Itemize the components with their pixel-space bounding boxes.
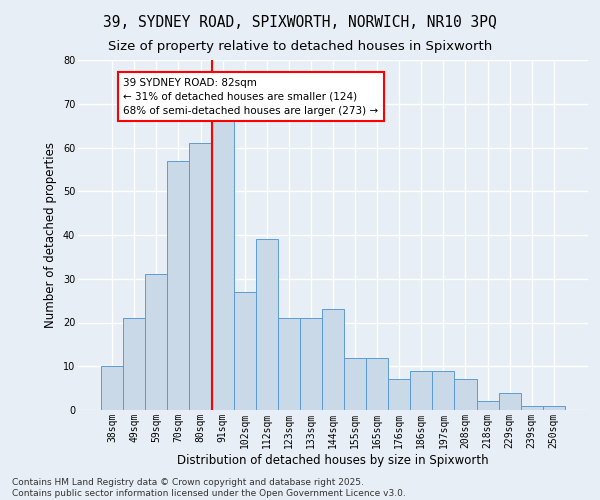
- X-axis label: Distribution of detached houses by size in Spixworth: Distribution of detached houses by size …: [177, 454, 489, 466]
- Bar: [300, 318, 322, 410]
- Bar: [476, 401, 499, 410]
- Bar: [256, 240, 278, 410]
- Text: 39 SYDNEY ROAD: 82sqm
← 31% of detached houses are smaller (124)
68% of semi-det: 39 SYDNEY ROAD: 82sqm ← 31% of detached …: [123, 78, 379, 116]
- Bar: [278, 318, 300, 410]
- Bar: [388, 380, 410, 410]
- Bar: [543, 406, 565, 410]
- Bar: [454, 380, 476, 410]
- Bar: [410, 370, 433, 410]
- Text: Size of property relative to detached houses in Spixworth: Size of property relative to detached ho…: [108, 40, 492, 53]
- Bar: [101, 366, 123, 410]
- Bar: [233, 292, 256, 410]
- Text: 39, SYDNEY ROAD, SPIXWORTH, NORWICH, NR10 3PQ: 39, SYDNEY ROAD, SPIXWORTH, NORWICH, NR1…: [103, 15, 497, 30]
- Bar: [499, 392, 521, 410]
- Bar: [322, 310, 344, 410]
- Bar: [433, 370, 454, 410]
- Bar: [145, 274, 167, 410]
- Bar: [344, 358, 366, 410]
- Bar: [190, 143, 212, 410]
- Text: Contains HM Land Registry data © Crown copyright and database right 2025.
Contai: Contains HM Land Registry data © Crown c…: [12, 478, 406, 498]
- Y-axis label: Number of detached properties: Number of detached properties: [44, 142, 57, 328]
- Bar: [167, 160, 190, 410]
- Bar: [366, 358, 388, 410]
- Bar: [212, 117, 233, 410]
- Bar: [123, 318, 145, 410]
- Bar: [521, 406, 543, 410]
